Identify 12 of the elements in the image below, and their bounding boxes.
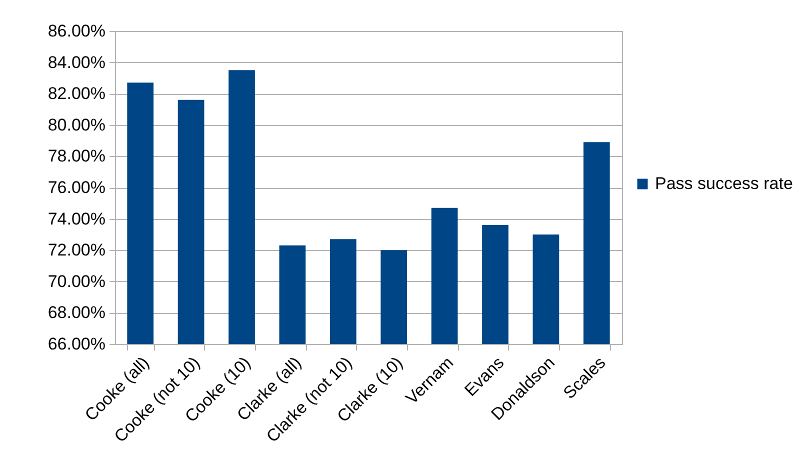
legend-label: Pass success rate [655,174,793,193]
y-tick-label: 70.00% [48,272,106,291]
y-tick-label: 84.00% [48,52,106,72]
y-tick-label: 82.00% [48,84,106,104]
y-tick-label: 74.00% [48,209,106,228]
y-tick-label: 86.00% [48,22,106,40]
y-tick-label: 78.00% [48,146,106,166]
y-tick-label: 68.00% [48,303,106,322]
y-tick-label: 76.00% [48,178,106,197]
y-tick-label: 72.00% [48,240,106,260]
y-tick-label: 80.00% [48,115,106,134]
y-tick-label: 66.00% [48,334,106,354]
